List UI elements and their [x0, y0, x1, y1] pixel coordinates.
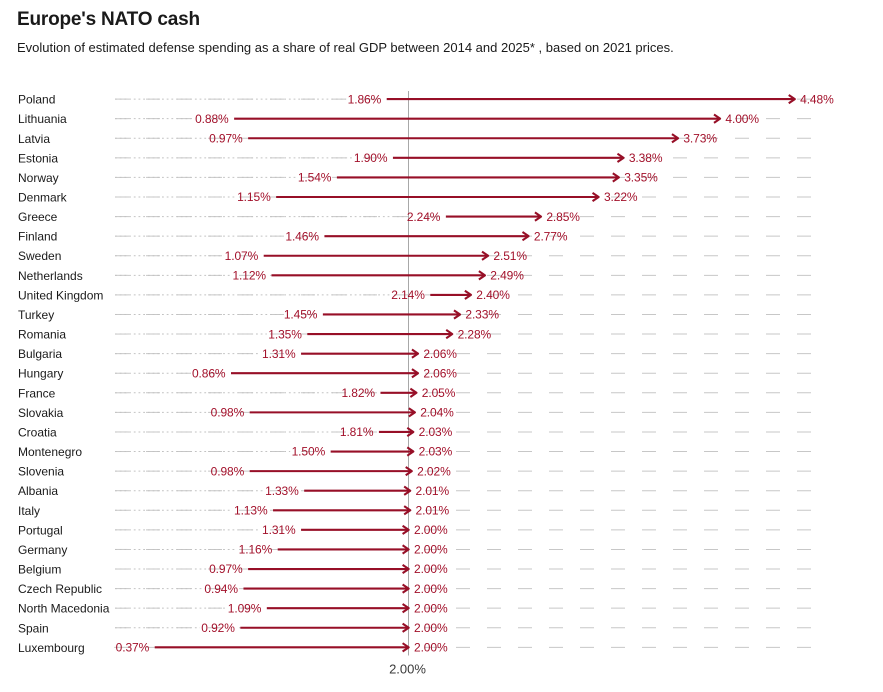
svg-text:2.02%: 2.02% — [417, 464, 451, 478]
svg-text:1.54%: 1.54% — [298, 171, 332, 185]
svg-text:Greece: Greece — [18, 210, 58, 224]
svg-text:1.90%: 1.90% — [354, 151, 388, 165]
svg-text:3.35%: 3.35% — [624, 171, 658, 185]
svg-text:Hungary: Hungary — [18, 367, 63, 381]
svg-text:2.33%: 2.33% — [465, 308, 499, 322]
svg-text:2.01%: 2.01% — [416, 503, 450, 517]
svg-text:Latvia: Latvia — [18, 132, 50, 146]
svg-text:Italy: Italy — [18, 504, 40, 518]
svg-text:1.09%: 1.09% — [228, 601, 262, 615]
svg-text:2.00%: 2.00% — [414, 621, 448, 635]
svg-text:Netherlands: Netherlands — [18, 269, 83, 283]
svg-text:2.06%: 2.06% — [423, 366, 457, 380]
svg-text:4.00%: 4.00% — [725, 112, 759, 126]
svg-text:2.85%: 2.85% — [546, 210, 580, 224]
svg-text:2.01%: 2.01% — [416, 484, 450, 498]
svg-text:Turkey: Turkey — [18, 308, 54, 322]
svg-text:1.16%: 1.16% — [239, 543, 273, 557]
svg-text:Lithuania: Lithuania — [18, 112, 67, 126]
svg-text:0.88%: 0.88% — [195, 112, 229, 126]
svg-text:1.45%: 1.45% — [284, 308, 318, 322]
svg-text:Montenegro: Montenegro — [18, 445, 82, 459]
svg-text:Croatia: Croatia — [18, 425, 57, 439]
svg-text:2.51%: 2.51% — [493, 249, 527, 263]
svg-text:1.07%: 1.07% — [225, 249, 259, 263]
svg-text:2.03%: 2.03% — [419, 425, 453, 439]
svg-text:Poland: Poland — [18, 93, 55, 107]
svg-text:0.98%: 0.98% — [211, 464, 245, 478]
svg-text:2.03%: 2.03% — [419, 445, 453, 459]
svg-text:2.14%: 2.14% — [391, 288, 425, 302]
svg-text:United Kingdom: United Kingdom — [18, 288, 103, 302]
svg-text:1.46%: 1.46% — [285, 229, 319, 243]
svg-text:1.31%: 1.31% — [262, 347, 296, 361]
svg-text:2.06%: 2.06% — [423, 347, 457, 361]
svg-text:Germany: Germany — [18, 543, 67, 557]
svg-text:1.33%: 1.33% — [265, 484, 299, 498]
svg-text:2.40%: 2.40% — [476, 288, 510, 302]
svg-text:3.73%: 3.73% — [683, 131, 717, 145]
svg-text:1.31%: 1.31% — [262, 523, 296, 537]
svg-text:Romania: Romania — [18, 328, 66, 342]
svg-text:2.04%: 2.04% — [420, 406, 454, 420]
svg-text:0.92%: 0.92% — [201, 621, 235, 635]
svg-text:Luxembourg: Luxembourg — [18, 641, 85, 655]
svg-text:2.00%: 2.00% — [389, 662, 426, 677]
svg-text:2.49%: 2.49% — [490, 269, 524, 283]
svg-text:Sweden: Sweden — [18, 249, 61, 263]
svg-text:North Macedonia: North Macedonia — [18, 602, 110, 616]
svg-text:1.81%: 1.81% — [340, 425, 374, 439]
svg-text:Spain: Spain — [18, 621, 49, 635]
svg-text:4.48%: 4.48% — [800, 92, 834, 106]
svg-text:3.22%: 3.22% — [604, 190, 638, 204]
svg-text:Finland: Finland — [18, 230, 57, 244]
svg-text:2.00%: 2.00% — [414, 523, 448, 537]
svg-text:1.15%: 1.15% — [237, 190, 271, 204]
svg-text:2.28%: 2.28% — [458, 327, 492, 341]
svg-text:1.35%: 1.35% — [268, 327, 302, 341]
svg-text:0.97%: 0.97% — [209, 131, 243, 145]
svg-text:Estonia: Estonia — [18, 151, 58, 165]
svg-text:0.37%: 0.37% — [116, 641, 150, 655]
svg-text:2.24%: 2.24% — [407, 210, 441, 224]
svg-text:2.00%: 2.00% — [414, 601, 448, 615]
svg-text:2.00%: 2.00% — [414, 582, 448, 596]
svg-text:Portugal: Portugal — [18, 523, 63, 537]
svg-text:2.05%: 2.05% — [422, 386, 456, 400]
svg-text:Belgium: Belgium — [18, 563, 61, 577]
svg-text:0.86%: 0.86% — [192, 366, 226, 380]
svg-text:3.38%: 3.38% — [629, 151, 663, 165]
svg-text:France: France — [18, 386, 56, 400]
svg-text:Czech Republic: Czech Republic — [18, 582, 102, 596]
svg-text:1.50%: 1.50% — [292, 445, 326, 459]
svg-text:2.00%: 2.00% — [414, 543, 448, 557]
svg-text:1.82%: 1.82% — [341, 386, 375, 400]
svg-text:1.13%: 1.13% — [234, 503, 268, 517]
svg-text:0.97%: 0.97% — [209, 562, 243, 576]
svg-text:1.86%: 1.86% — [348, 92, 382, 106]
svg-text:Denmark: Denmark — [18, 191, 68, 205]
svg-text:0.98%: 0.98% — [211, 406, 245, 420]
svg-text:Norway: Norway — [18, 171, 59, 185]
svg-text:Bulgaria: Bulgaria — [18, 347, 62, 361]
svg-text:Slovakia: Slovakia — [18, 406, 64, 420]
svg-text:2.77%: 2.77% — [534, 229, 568, 243]
svg-text:Slovenia: Slovenia — [18, 465, 64, 479]
svg-text:2.00%: 2.00% — [414, 562, 448, 576]
svg-text:Albania: Albania — [18, 484, 58, 498]
svg-text:0.94%: 0.94% — [204, 582, 238, 596]
svg-text:1.12%: 1.12% — [232, 269, 266, 283]
svg-text:2.00%: 2.00% — [414, 641, 448, 655]
